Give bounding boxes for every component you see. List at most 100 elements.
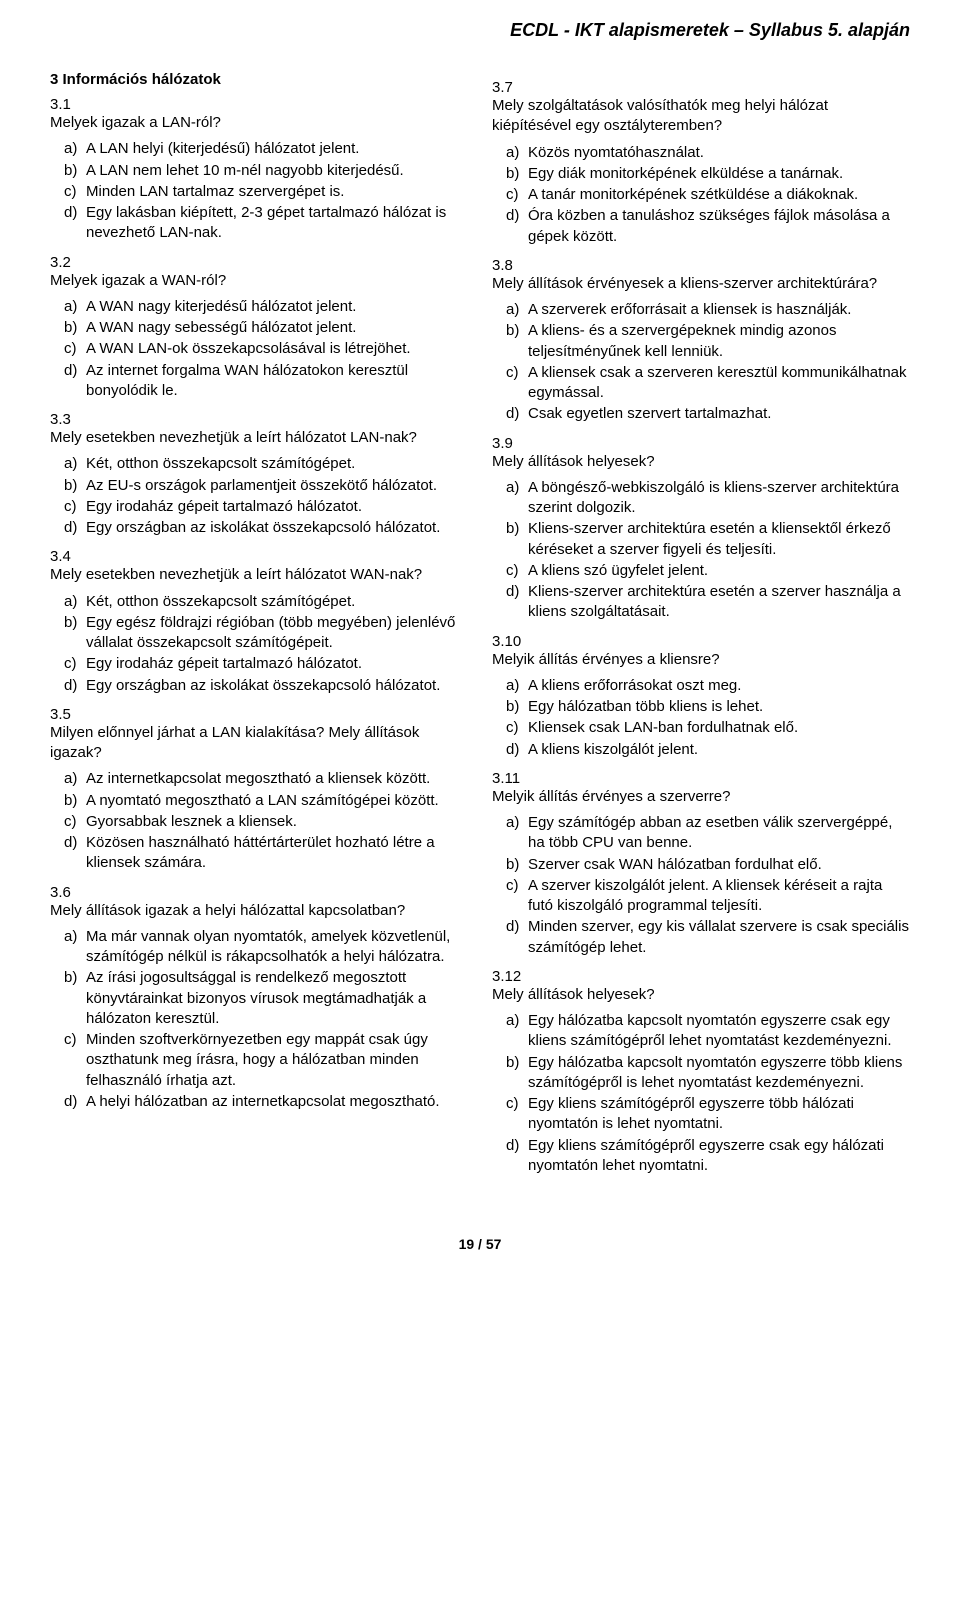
answer-option: a)A szerverek erőforrásait a kliensek is… <box>528 300 910 320</box>
answer-text: Egy országban az iskolákat összekapcsoló… <box>86 519 440 536</box>
answer-letter: a) <box>506 300 519 320</box>
section-title: 3 Információs hálózatok <box>50 71 468 88</box>
answer-list: a)Közös nyomtatóhasználat. b)Egy diák mo… <box>492 143 910 247</box>
answer-text: A kliens- és a szervergépeknek mindig az… <box>528 322 837 359</box>
answer-option: c)Kliensek csak LAN-ban fordulhatnak elő… <box>528 718 910 738</box>
answer-list: a) A szerverek erőforrásait a kliensek is… <box>492 300 910 425</box>
answer-letter: c) <box>64 1030 77 1050</box>
answer-option: a)A kliens erőforrásokat oszt meg. <box>528 676 910 696</box>
answer-text: A WAN nagy kiterjedésű hálózatot jelent. <box>86 298 356 315</box>
answer-option: c)A szerver kiszolgálót jelent. A kliens… <box>528 876 910 917</box>
question-number: 3.1 <box>50 96 468 113</box>
answer-option: d)Közösen használható háttértárterület h… <box>86 833 468 874</box>
answer-option: a)Egy hálózatba kapcsolt nyomtatón egysz… <box>528 1011 910 1052</box>
answer-letter: b) <box>64 318 77 338</box>
question-text: Mely állítások helyesek? <box>492 985 910 1005</box>
answer-text: A LAN helyi (kiterjedésű) hálózatot jele… <box>86 140 359 157</box>
answer-option: a)A LAN helyi (kiterjedésű) hálózatot je… <box>86 139 468 159</box>
answer-option: c)Minden LAN tartalmaz szervergépet is. <box>86 182 468 202</box>
question-number: 3.8 <box>492 257 910 274</box>
answer-option: d)Egy országban az iskolákat összekapcso… <box>86 518 468 538</box>
answer-letter: a) <box>64 769 77 789</box>
answer-letter: d) <box>64 833 77 853</box>
answer-list: a)Egy számítógép abban az esetben válik … <box>492 813 910 958</box>
question-block: 3.9 Mely állítások helyesek? a)A böngész… <box>492 435 910 623</box>
answer-option: b)Egy hálózatban több kliens is lehet. <box>528 697 910 717</box>
question-block: 3.12 Mely állítások helyesek? a)Egy háló… <box>492 968 910 1176</box>
question-number: 3.5 <box>50 706 468 723</box>
answer-text: Közösen használható háttértárterület hoz… <box>86 834 435 871</box>
answer-letter: c) <box>506 185 519 205</box>
answer-text: Óra közben a tanuláshoz szükséges fájlok… <box>528 207 890 244</box>
answer-text: A szerverek erőforrásait a kliensek is h… <box>528 301 851 318</box>
answer-text: Az internetkapcsolat megosztható a klien… <box>86 770 430 787</box>
answer-letter: b) <box>506 164 519 184</box>
answer-letter: c) <box>64 497 77 517</box>
answer-option: b)A LAN nem lehet 10 m-nél nagyobb kiter… <box>86 161 468 181</box>
answer-option: b)Szerver csak WAN hálózatban fordulhat … <box>528 855 910 875</box>
answer-text: Egy hálózatban több kliens is lehet. <box>528 698 763 715</box>
question-number: 3.3 <box>50 411 468 428</box>
answer-text: Minden szerver, egy kis vállalat szerver… <box>528 918 909 955</box>
answer-letter: d) <box>506 917 519 937</box>
answer-text: Két, otthon összekapcsolt számítógépet. <box>86 455 355 472</box>
answer-text: A WAN LAN-ok összekapcsolásával is létre… <box>86 340 411 357</box>
answer-option: d)Minden szerver, egy kis vállalat szerv… <box>528 917 910 958</box>
answer-option: c)Egy irodaház gépeit tartalmazó hálózat… <box>86 654 468 674</box>
answer-letter: b) <box>506 697 519 717</box>
answer-letter: b) <box>64 791 77 811</box>
answer-text: A nyomtató megosztható a LAN számítógépe… <box>86 792 439 809</box>
answer-option: d)Csak egyetlen szervert tartalmazhat. <box>528 404 910 424</box>
question-text: Melyek igazak a LAN-ról? <box>50 113 468 133</box>
question-block: 3.8 Mely állítások érvényesek a kliens-s… <box>492 257 910 425</box>
answer-text: Szerver csak WAN hálózatban fordulhat el… <box>528 856 822 873</box>
answer-option: b)Az írási jogosultsággal is rendelkező … <box>86 968 468 1029</box>
answer-option: d)Egy kliens számítógépről egyszerre csa… <box>528 1136 910 1177</box>
question-text: Mely esetekben nevezhetjük a leírt hálóz… <box>50 565 468 585</box>
answer-option: b)Egy egész földrajzi régióban (több meg… <box>86 613 468 654</box>
answer-option: b)Az EU-s országok parlamentjeit összekö… <box>86 476 468 496</box>
answer-letter: c) <box>506 1094 519 1114</box>
answer-option: d)A kliens kiszolgálót jelent. <box>528 740 910 760</box>
answer-letter: c) <box>506 363 519 383</box>
question-block: 3.6 Mely állítások igazak a helyi hálóza… <box>50 884 468 1113</box>
answer-list: a)Két, otthon összekapcsolt számítógépet… <box>50 592 468 696</box>
answer-letter: a) <box>506 478 519 498</box>
answer-letter: a) <box>64 139 77 159</box>
answer-text: Egy hálózatba kapcsolt nyomtatón egyszer… <box>528 1012 892 1049</box>
answer-text: Egy lakásban kiépített, 2-3 gépet tartal… <box>86 204 446 241</box>
answer-text: Egy irodaház gépeit tartalmazó hálózatot… <box>86 655 362 672</box>
answer-letter: b) <box>64 613 77 633</box>
page-footer: 19 / 57 <box>50 1236 910 1252</box>
answer-letter: a) <box>64 927 77 947</box>
answer-letter: b) <box>506 321 519 341</box>
answer-option: a)Közös nyomtatóhasználat. <box>528 143 910 163</box>
question-block: 3.10 Melyik állítás érvényes a kliensre?… <box>492 633 910 760</box>
question-number: 3.2 <box>50 254 468 271</box>
answer-text: Az EU-s országok parlamentjeit összekötő… <box>86 477 437 494</box>
question-block: 3.5 Milyen előnnyel járhat a LAN kialakí… <box>50 706 468 874</box>
question-text: Mely szolgáltatások valósíthatók meg hel… <box>492 96 910 137</box>
answer-letter: d) <box>64 361 77 381</box>
answer-text: Egy irodaház gépeit tartalmazó hálózatot… <box>86 498 362 515</box>
question-number: 3.12 <box>492 968 910 985</box>
answer-letter: d) <box>506 206 519 226</box>
answer-letter: d) <box>506 582 519 602</box>
answer-option: c)Egy kliens számítógépről egyszerre töb… <box>528 1094 910 1135</box>
question-text: Mely esetekben nevezhetjük a leírt hálóz… <box>50 428 468 448</box>
answer-letter: a) <box>506 143 519 163</box>
answer-list: a) A LAN helyi (kiterjedésű) hálózatot je… <box>50 139 468 243</box>
question-block: 3.7 Mely szolgáltatások valósíthatók meg… <box>492 79 910 247</box>
question-text: Melyik állítás érvényes a kliensre? <box>492 650 910 670</box>
answer-letter: d) <box>64 1092 77 1112</box>
right-column: 3.7 Mely szolgáltatások valósíthatók meg… <box>492 71 910 1186</box>
answer-option: b)Egy diák monitorképének elküldése a ta… <box>528 164 910 184</box>
answer-text: Kliens-szerver architektúra esetén a sze… <box>528 583 901 620</box>
question-text: Mely állítások igazak a helyi hálózattal… <box>50 901 468 921</box>
answer-text: A kliens erőforrásokat oszt meg. <box>528 677 741 694</box>
answer-text: Egy hálózatba kapcsolt nyomtatón egyszer… <box>528 1054 902 1091</box>
answer-option: d)Az internet forgalma WAN hálózatokon k… <box>86 361 468 402</box>
answer-letter: a) <box>64 454 77 474</box>
answer-option: d)Kliens-szerver architektúra esetén a s… <box>528 582 910 623</box>
answer-letter: b) <box>64 476 77 496</box>
